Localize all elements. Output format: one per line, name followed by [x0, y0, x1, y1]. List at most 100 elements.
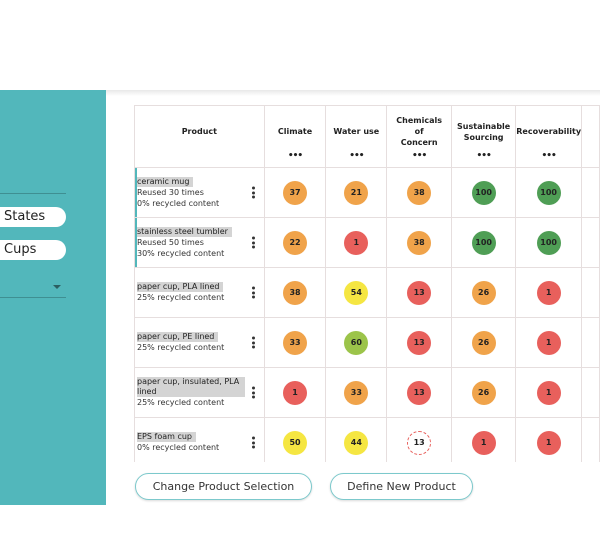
score-cell: 13	[386, 417, 453, 462]
product-cell: EPS foam cup 0% recycled content	[134, 417, 265, 462]
score-badge[interactable]: 13	[407, 381, 432, 405]
score-badge[interactable]: 1	[283, 381, 308, 405]
product-name: stainless steel tumbler	[137, 226, 232, 237]
product-cell: paper cup, PE lined 25% recycled content	[134, 317, 265, 368]
product-detail: 0% recycled content	[137, 198, 220, 208]
score-cell: 54	[325, 267, 388, 318]
score-cell: 22	[263, 217, 327, 268]
category-select[interactable]: Cups	[0, 240, 66, 260]
column-header-overflow	[581, 105, 600, 168]
divider	[0, 193, 66, 194]
overflow-cell	[581, 417, 600, 462]
table-row: EPS foam cup 0% recycled content 50 44 13 1 1	[134, 417, 600, 462]
score-cell: 13	[386, 267, 453, 318]
overflow-cell	[581, 217, 600, 268]
score-badge[interactable]: 1	[344, 231, 369, 255]
table-row: paper cup, PLA lined 25% recycled content…	[134, 267, 600, 318]
score-cell: 100	[515, 217, 583, 268]
score-badge[interactable]: 13	[407, 431, 432, 455]
define-new-product-button[interactable]: Define New Product	[330, 473, 473, 500]
score-badge[interactable]: 26	[471, 331, 496, 355]
score-cell: 1	[515, 417, 583, 462]
table-row: paper cup, insulated, PLA lined 25% recyc…	[134, 367, 600, 418]
score-badge[interactable]: 26	[471, 281, 496, 305]
score-cell: 1	[263, 367, 327, 418]
score-badge[interactable]: 1	[471, 431, 496, 455]
product-cell: paper cup, insulated, PLA lined 25% recyc…	[134, 367, 265, 418]
score-badge[interactable]: 1	[536, 381, 561, 405]
product-detail: 25% recycled content	[137, 398, 225, 407]
score-badge[interactable]: 100	[471, 181, 496, 205]
score-cell: 33	[325, 367, 388, 418]
more-options-icon[interactable]	[251, 285, 256, 300]
score-badge[interactable]: 44	[344, 431, 369, 455]
score-badge[interactable]: 1	[536, 331, 561, 355]
score-badge[interactable]: 50	[283, 431, 308, 455]
score-cell: 100	[451, 217, 517, 268]
score-badge[interactable]: 100	[471, 231, 496, 255]
score-badge[interactable]: 26	[471, 381, 496, 405]
score-cell: 13	[386, 317, 453, 368]
column-menu-icon[interactable]: •••	[412, 151, 427, 161]
comparison-table: Product Climate ••• Water use ••• Chemicals o…	[134, 105, 600, 462]
table-row: ceramic mug Reused 30 times 0% recycled co…	[134, 167, 600, 218]
score-badge[interactable]: 37	[283, 181, 308, 205]
score-badge[interactable]: 21	[344, 181, 369, 205]
score-cell: 33	[263, 317, 327, 368]
region-select[interactable]: States	[0, 207, 66, 227]
column-menu-icon[interactable]: •••	[287, 151, 303, 161]
dropdown-underline	[0, 297, 66, 298]
score-badge[interactable]: 1	[536, 431, 561, 455]
product-detail: Reused 30 times	[137, 187, 204, 197]
score-cell: 1	[515, 267, 583, 318]
product-detail: 30% recycled content	[137, 248, 225, 258]
more-options-icon[interactable]	[251, 435, 256, 450]
table-row: paper cup, PE lined 25% recycled content 3…	[134, 317, 600, 368]
more-options-icon[interactable]	[251, 335, 256, 350]
column-menu-icon[interactable]: •••	[476, 151, 492, 161]
score-badge[interactable]: 38	[283, 281, 308, 305]
dropdown-arrow-icon[interactable]	[53, 285, 61, 289]
score-badge[interactable]: 33	[344, 381, 369, 405]
overflow-cell	[581, 367, 600, 418]
product-name: paper cup, PLA lined	[137, 282, 224, 292]
score-cell: 1	[325, 217, 388, 268]
column-header-label: Chemicals of Concern	[396, 116, 442, 147]
score-badge[interactable]: 38	[407, 181, 432, 205]
product-cell: paper cup, PLA lined 25% recycled content	[134, 267, 265, 318]
score-badge[interactable]: 13	[407, 331, 432, 355]
score-badge[interactable]: 54	[344, 281, 369, 305]
score-badge[interactable]: 38	[407, 231, 432, 255]
score-badge[interactable]: 33	[283, 331, 308, 355]
change-product-selection-button[interactable]: Change Product Selection	[135, 473, 312, 500]
score-cell: 1	[515, 317, 583, 368]
more-options-icon[interactable]	[251, 185, 256, 200]
score-cell: 13	[386, 367, 453, 418]
score-badge[interactable]: 22	[283, 231, 308, 255]
score-badge[interactable]: 1	[536, 281, 561, 305]
score-badge[interactable]: 60	[344, 331, 369, 355]
column-menu-icon[interactable]: •••	[541, 151, 557, 161]
product-cell: stainless steel tumbler Reused 50 times 30…	[134, 217, 265, 268]
column-header: Recoverability •••	[515, 105, 583, 168]
product-name: ceramic mug	[137, 176, 194, 187]
product-detail: 25% recycled content	[137, 343, 225, 352]
shadow	[106, 90, 600, 96]
column-header: Water use •••	[325, 105, 388, 168]
column-menu-icon[interactable]: •••	[349, 151, 364, 161]
score-cell: 100	[451, 167, 517, 218]
score-cell: 50	[263, 417, 327, 462]
product-cell: ceramic mug Reused 30 times 0% recycled co…	[134, 167, 265, 218]
column-header-label: Water use	[333, 127, 380, 136]
score-badge[interactable]: 100	[536, 181, 561, 205]
more-options-icon[interactable]	[251, 235, 256, 250]
overflow-cell	[581, 167, 600, 218]
product-name: paper cup, PE lined	[137, 332, 219, 342]
score-badge[interactable]: 100	[536, 231, 561, 255]
score-cell: 38	[263, 267, 327, 318]
overflow-cell	[581, 267, 600, 318]
score-badge[interactable]: 13	[407, 281, 432, 305]
more-options-icon[interactable]	[251, 385, 256, 400]
column-header-label: Sustainable Sourcing	[457, 121, 511, 142]
score-cell: 60	[325, 317, 388, 368]
